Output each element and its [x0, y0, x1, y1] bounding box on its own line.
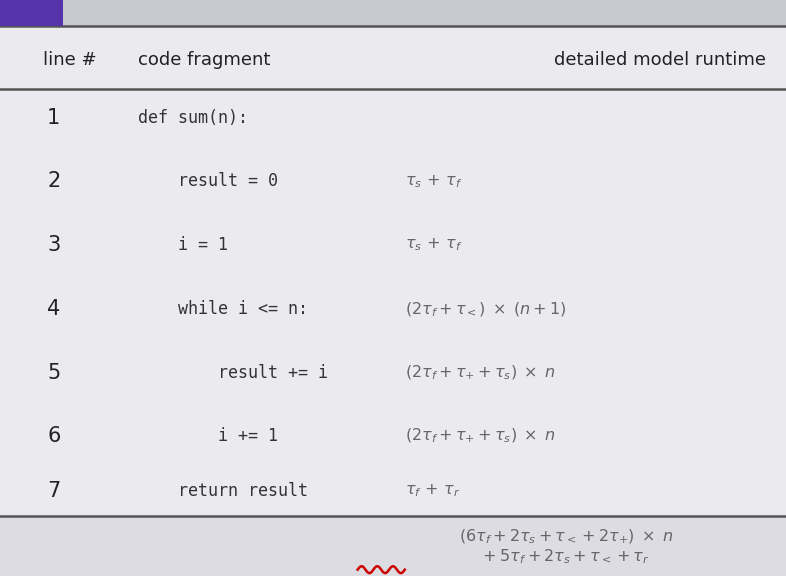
Text: 1: 1	[47, 108, 61, 128]
FancyBboxPatch shape	[0, 0, 63, 26]
Text: return result: return result	[138, 482, 307, 500]
Text: i = 1: i = 1	[138, 236, 228, 254]
Text: i += 1: i += 1	[138, 427, 277, 445]
Text: 5: 5	[47, 363, 61, 382]
FancyBboxPatch shape	[0, 516, 786, 576]
Text: 7: 7	[47, 481, 61, 501]
FancyBboxPatch shape	[0, 26, 786, 576]
Text: 4: 4	[47, 300, 61, 319]
Text: while i <= n:: while i <= n:	[138, 300, 307, 319]
Text: $(2\tau_f + \tau_{+} + \tau_s) \;\times\; n$: $(2\tau_f + \tau_{+} + \tau_s) \;\times\…	[405, 363, 556, 382]
Text: $\tau_s \, + \, \tau_f$: $\tau_s \, + \, \tau_f$	[405, 237, 462, 253]
Text: $(6\tau_f + 2\tau_s + \tau_{<} + 2\tau_{+}) \;\times\; n$: $(6\tau_f + 2\tau_s + \tau_{<} + 2\tau_{…	[459, 528, 673, 546]
Text: $(2\tau_f + \tau_{+} + \tau_s) \;\times\; n$: $(2\tau_f + \tau_{+} + \tau_s) \;\times\…	[405, 427, 556, 445]
Text: code fragment: code fragment	[138, 51, 270, 70]
Text: result += i: result += i	[138, 363, 328, 382]
Text: 2: 2	[47, 172, 61, 191]
Text: line #: line #	[43, 51, 97, 70]
Text: 6: 6	[47, 426, 61, 446]
Text: $\tau_f \, + \, \tau_r$: $\tau_f \, + \, \tau_r$	[405, 483, 461, 499]
Text: $(2\tau_f + \tau_{<}) \;\times\; (n+1)$: $(2\tau_f + \tau_{<}) \;\times\; (n+1)$	[405, 300, 567, 319]
Text: 3: 3	[47, 235, 61, 255]
Text: $+ \; 5\tau_f + 2\tau_s + \tau_{<} + \tau_r$: $+ \; 5\tau_f + 2\tau_s + \tau_{<} + \ta…	[482, 548, 650, 566]
Text: $\tau_s \, + \, \tau_f$: $\tau_s \, + \, \tau_f$	[405, 173, 462, 190]
Text: detailed model runtime: detailed model runtime	[554, 51, 766, 70]
Text: def sum(n):: def sum(n):	[138, 109, 248, 127]
Text: result = 0: result = 0	[138, 172, 277, 191]
